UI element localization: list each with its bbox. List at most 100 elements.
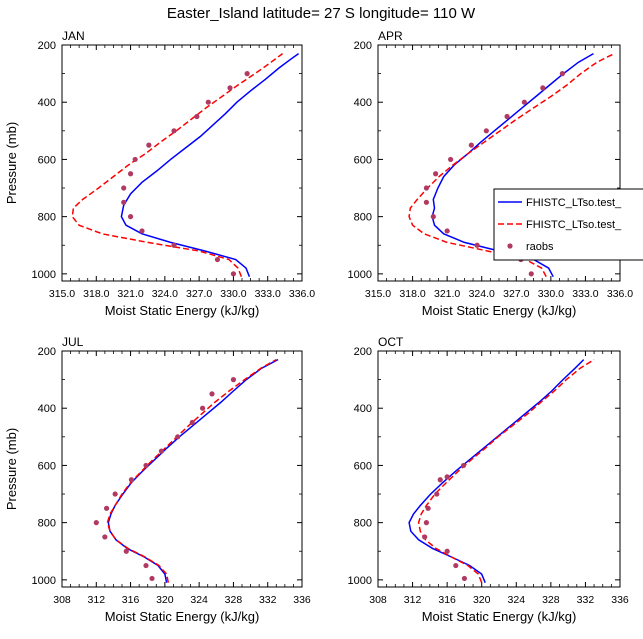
x-tick-label: 308: [369, 594, 387, 606]
panel-jan: 315.0 318.0 321.0 324.0 327.0 330.0 333.0 336.0…: [4, 29, 315, 318]
y-axis-label: Pressure (mb): [4, 428, 19, 510]
x-tick-label: 327.0: [186, 288, 212, 300]
x-tick-label: 315.0: [49, 288, 75, 300]
x-tick-label: 330.0: [538, 288, 564, 300]
obs-point: [425, 505, 431, 511]
obs-point: [127, 214, 134, 220]
obs-point: [128, 477, 135, 483]
obs-point: [474, 242, 480, 248]
panel-jul: 308 312 316 320 324 328 332 336 200 400 600 800 1000…: [4, 335, 311, 624]
obs-point: [194, 113, 200, 120]
model-line-solid: [107, 358, 279, 583]
obs-point: [205, 99, 211, 105]
x-axis-label: Moist Static Energy (kJ/kg): [105, 303, 260, 318]
y-tick-label: 400: [354, 97, 372, 109]
obs-point: [423, 185, 429, 191]
x-tick-label: 336.0: [289, 288, 315, 300]
x-tick-label: 336.0: [607, 288, 633, 300]
model-line-dashed: [417, 358, 595, 583]
x-tick-label: 336: [611, 594, 629, 606]
x-axis-label: Moist Static Energy (kJ/kg): [105, 609, 260, 624]
obs-point: [444, 474, 450, 480]
obs-point: [460, 462, 467, 469]
x-tick-label: 333.0: [255, 288, 281, 300]
obs-point: [227, 85, 233, 91]
obs-point: [171, 242, 177, 248]
model-line-solid: [120, 52, 300, 277]
obs-point: [483, 128, 489, 134]
y-tick-label: 800: [38, 518, 56, 530]
x-tick-label: 318.0: [83, 288, 109, 300]
obs-point: [461, 575, 468, 582]
obs-point: [121, 199, 127, 205]
x-tick-label: 321.0: [434, 288, 460, 300]
obs-point: [444, 548, 450, 554]
obs-point: [444, 228, 450, 234]
x-tick-label: 318.0: [399, 288, 425, 300]
obs-point: [422, 534, 428, 540]
y-tick-label: 1000: [32, 269, 56, 281]
x-tick-label: 324: [508, 594, 526, 606]
x-tick-label: 312: [88, 594, 106, 606]
x-tick-label: 332: [577, 594, 595, 606]
x-tick-label: 328: [542, 594, 560, 606]
y-tick-label: 400: [354, 403, 372, 415]
panel-apr: 315.0 318.0 321.0 324.0 327.0 330.0 333.0 336.0…: [348, 29, 634, 318]
x-tick-label: 321.0: [117, 288, 143, 300]
x-tick-label: 336: [293, 594, 311, 606]
obs-point: [143, 462, 149, 469]
data-series: [408, 52, 615, 278]
legend-label: FHISTC_LTso.test_: [526, 197, 622, 209]
legend-label: raobs: [526, 241, 554, 253]
obs-point: [540, 85, 546, 91]
y-tick-label: 1000: [348, 575, 372, 587]
legend-dot: [507, 243, 513, 249]
y-tick-label: 600: [38, 154, 56, 166]
y-tick-label: 200: [354, 40, 372, 52]
obs-point: [559, 71, 565, 77]
data-series: [71, 52, 300, 277]
x-tick-label: 327.0: [503, 288, 529, 300]
panel-label: JAN: [62, 29, 85, 43]
y-tick-label: 600: [354, 154, 372, 166]
obs-point: [103, 505, 110, 511]
obs-point: [146, 142, 152, 148]
figure-title: Easter_Island latitude= 27 S longitude= …: [167, 5, 476, 22]
model-line-dashed: [106, 358, 277, 583]
obs-point: [143, 562, 149, 569]
obs-point: [139, 228, 145, 234]
x-tick-label: 324.0: [469, 288, 495, 300]
obs-point: [437, 477, 443, 483]
obs-point: [121, 185, 127, 191]
y-tick-label: 800: [354, 518, 372, 530]
model-line-solid: [408, 359, 585, 583]
panel-oct: 308 312 316 320 324 328 332 336 200 400 600 800 1000…: [348, 335, 629, 624]
obs-point: [423, 199, 429, 205]
obs-point: [504, 113, 510, 120]
obs-point: [93, 520, 99, 526]
x-tick-label: 312: [404, 594, 422, 606]
y-tick-label: 800: [38, 212, 56, 224]
obs-point: [214, 256, 221, 263]
x-tick-label: 328: [225, 594, 243, 606]
obs-point: [453, 562, 459, 569]
model-line-dashed: [408, 52, 615, 278]
obs-point: [123, 548, 129, 554]
y-axis-label: Pressure (mb): [4, 122, 19, 204]
y-tick-label: 1000: [32, 575, 56, 587]
x-tick-label: 333.0: [572, 288, 598, 300]
obs-point: [528, 271, 534, 277]
obs-point: [448, 156, 454, 163]
obs-point: [244, 71, 250, 77]
obs-point: [423, 520, 429, 526]
obs-point: [230, 271, 237, 277]
data-series: [408, 358, 595, 583]
x-tick-label: 324.0: [152, 288, 178, 300]
x-tick-label: 315.0: [365, 288, 391, 300]
x-tick-label: 324: [190, 594, 208, 606]
plot-frame: [377, 350, 621, 588]
x-tick-label: 332: [259, 594, 277, 606]
y-tick-label: 600: [354, 460, 372, 472]
x-tick-label: 308: [53, 594, 71, 606]
